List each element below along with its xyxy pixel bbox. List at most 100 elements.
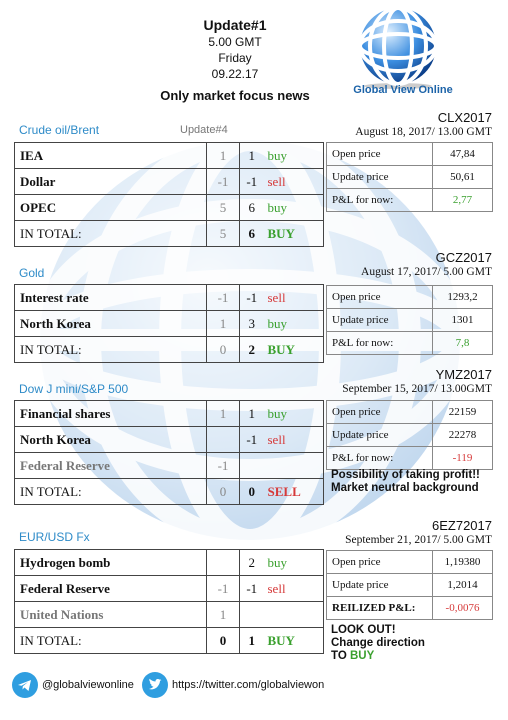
prev-score: 5: [206, 194, 240, 221]
pl-label: REILIZED P&L:: [326, 596, 433, 620]
total-label: IN TOTAL:: [14, 336, 207, 363]
section-title-crude-oil: Crude oil/Brent: [19, 123, 100, 137]
signal-table-crude-oil: IEA 1 1 buy Dollar -1 -1 sell OPEC 5 6 b…: [14, 142, 324, 247]
table-row: P&L for now: -119: [326, 446, 493, 470]
signal-action: sell: [263, 426, 324, 453]
pl-table-gold: Open price 1293,2 Update price 1301 P&L fo…: [326, 285, 493, 355]
pl-label: Update price: [326, 165, 433, 189]
pl-value: 1301: [432, 308, 493, 332]
report-time: 5.00 GMT: [208, 35, 262, 49]
signal-table-dow: Financial shares 1 1 buy North Korea -1 …: [14, 400, 324, 505]
table-row: Open price 47,84: [326, 142, 493, 166]
current-score: [239, 601, 264, 628]
signal-action: buy: [263, 194, 324, 221]
telegram-icon[interactable]: [12, 672, 38, 698]
section-title-dow: Dow J mini/S&P 500: [19, 382, 129, 396]
signal-action: sell: [263, 575, 324, 602]
table-row: Federal Reserve -1 -1 sell: [14, 575, 324, 602]
globe-logo-icon: [358, 6, 438, 89]
dow-note: Possibility of taking profit!! Market ne…: [331, 469, 480, 495]
current-score: 3: [239, 310, 264, 337]
current-score: 6: [239, 194, 264, 221]
table-row: P&L for now: 2,77: [326, 188, 493, 212]
pl-label: Open price: [326, 285, 433, 309]
current-score: 1: [239, 142, 264, 169]
twitter-icon[interactable]: [142, 672, 168, 698]
table-row: OPEC 5 6 buy: [14, 194, 324, 221]
table-row: North Korea 1 3 buy: [14, 310, 324, 337]
footer: @globalviewonline https://twitter.com/gl…: [12, 672, 502, 702]
pl-value: 22278: [432, 423, 493, 447]
contract-info-gold: GCZ2017 August 17, 2017/ 5.00 GMT: [326, 250, 492, 279]
note-line: LOOK OUT!: [331, 624, 396, 636]
factor-name: Federal Reserve: [14, 452, 207, 479]
telegram-handle[interactable]: @globalviewonline: [42, 679, 134, 691]
contract-code: GCZ2017: [435, 250, 492, 265]
contract-info-eurusd: 6EZ72017 September 21, 2017/ 5.00 GMT: [326, 518, 492, 547]
table-row: Open price 1,19380: [326, 550, 493, 574]
table-row: United Nations 1: [14, 601, 324, 628]
note-line: Market neutral background: [331, 482, 479, 494]
factor-name: Dollar: [14, 168, 207, 195]
table-row: Financial shares 1 1 buy: [14, 400, 324, 427]
prev-score: -1: [206, 168, 240, 195]
pl-label: P&L for now:: [326, 331, 433, 355]
contract-info-crude-oil: CLX2017 August 18, 2017/ 13.00 GMT: [326, 110, 492, 139]
pl-value: 7,8: [432, 331, 493, 355]
pl-label: P&L for now:: [326, 188, 433, 212]
factor-name: North Korea: [14, 310, 207, 337]
report-day: Friday: [218, 51, 252, 65]
signal-action: buy: [263, 400, 324, 427]
contract-date: August 18, 2017/ 13.00 GMT: [355, 126, 492, 138]
report-date: 09.22.17: [211, 67, 259, 81]
report-focus: Only market focus news: [160, 88, 310, 103]
pl-label: Open price: [326, 400, 433, 424]
signal-action: [263, 452, 324, 479]
pl-label: Update price: [326, 423, 433, 447]
prev-score: 0: [206, 478, 240, 505]
signal-action: BUY: [263, 627, 324, 654]
table-row: Open price 22159: [326, 400, 493, 424]
current-score: 1: [239, 627, 264, 654]
twitter-link[interactable]: https://twitter.com/globalviewon: [172, 679, 325, 691]
table-row-total: IN TOTAL: 0 1 BUY: [14, 627, 324, 654]
pl-value: 22159: [432, 400, 493, 424]
section-title-eurusd: EUR/USD Fx: [19, 530, 90, 544]
pl-value: -119: [432, 446, 493, 470]
table-row: Dollar -1 -1 sell: [14, 168, 324, 195]
current-score: -1: [239, 284, 264, 311]
factor-name: Hydrogen bomb: [14, 549, 207, 576]
prev-score: 5: [206, 220, 240, 247]
table-row: Update price 50,61: [326, 165, 493, 189]
current-score: 0: [239, 478, 264, 505]
logo-text: Global View Online: [353, 84, 453, 96]
table-row: Hydrogen bomb 2 buy: [14, 549, 324, 576]
signal-action: BUY: [263, 336, 324, 363]
prev-score: -1: [206, 452, 240, 479]
current-score: -1: [239, 426, 264, 453]
prev-score: 1: [206, 310, 240, 337]
note-to: TO: [331, 650, 347, 662]
total-label: IN TOTAL:: [14, 220, 207, 247]
signal-action: SELL: [263, 478, 324, 505]
contract-code: CLX2017: [437, 110, 492, 125]
contract-code: YMZ2017: [435, 367, 492, 382]
update-label: Update#4: [180, 124, 228, 136]
pl-table-crude-oil: Open price 47,84 Update price 50,61 P&L fo…: [326, 142, 493, 212]
note-line: TO BUY: [331, 650, 425, 663]
prev-score: -1: [206, 575, 240, 602]
table-row: REILIZED P&L: -0,0076: [326, 596, 493, 620]
signal-action: buy: [263, 142, 324, 169]
contract-code: 6EZ72017: [432, 518, 492, 533]
current-score: 2: [239, 336, 264, 363]
signal-table-eurusd: Hydrogen bomb 2 buy Federal Reserve -1 -…: [14, 549, 324, 654]
table-row-total: IN TOTAL: 0 2 BUY: [14, 336, 324, 363]
current-score: -1: [239, 168, 264, 195]
note-buy: BUY: [349, 650, 375, 662]
signal-action: buy: [263, 310, 324, 337]
prev-score: 0: [206, 336, 240, 363]
table-row: Open price 1293,2: [326, 285, 493, 309]
pl-value: 2,77: [432, 188, 493, 212]
pl-label: Update price: [326, 308, 433, 332]
total-label: IN TOTAL:: [14, 478, 207, 505]
